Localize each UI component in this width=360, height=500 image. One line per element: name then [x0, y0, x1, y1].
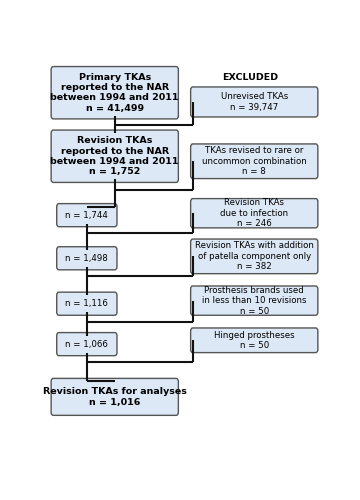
Text: Revision TKAs with addition
of patella component only
n = 382: Revision TKAs with addition of patella c…	[195, 242, 314, 271]
Text: n = 1,066: n = 1,066	[66, 340, 108, 348]
Text: Revision TKAs for analyses
n = 1,016: Revision TKAs for analyses n = 1,016	[43, 387, 187, 406]
FancyBboxPatch shape	[191, 198, 318, 228]
FancyBboxPatch shape	[51, 66, 178, 119]
Text: Hinged prostheses
n = 50: Hinged prostheses n = 50	[214, 330, 294, 350]
FancyBboxPatch shape	[191, 87, 318, 117]
FancyBboxPatch shape	[191, 239, 318, 274]
FancyBboxPatch shape	[51, 130, 178, 182]
FancyBboxPatch shape	[191, 328, 318, 352]
Text: Unrevised TKAs
n = 39,747: Unrevised TKAs n = 39,747	[221, 92, 288, 112]
Text: n = 1,116: n = 1,116	[66, 299, 108, 308]
FancyBboxPatch shape	[57, 246, 117, 270]
Text: EXCLUDED: EXCLUDED	[222, 73, 278, 82]
FancyBboxPatch shape	[57, 332, 117, 355]
Text: Prosthesis brands used
in less than 10 revisions
n = 50: Prosthesis brands used in less than 10 r…	[202, 286, 306, 316]
Text: Primary TKAs
reported to the NAR
between 1994 and 2011
n = 41,499: Primary TKAs reported to the NAR between…	[50, 72, 179, 113]
FancyBboxPatch shape	[57, 204, 117, 227]
Text: n = 1,498: n = 1,498	[66, 254, 108, 263]
Text: TKAs revised to rare or
uncommon combination
n = 8: TKAs revised to rare or uncommon combina…	[202, 146, 307, 176]
FancyBboxPatch shape	[191, 144, 318, 178]
FancyBboxPatch shape	[51, 378, 178, 416]
Text: Revision TKAs
reported to the NAR
between 1994 and 2011
n = 1,752: Revision TKAs reported to the NAR betwee…	[50, 136, 179, 176]
FancyBboxPatch shape	[191, 286, 318, 316]
Text: Revision TKAs
due to infection
n = 246: Revision TKAs due to infection n = 246	[220, 198, 288, 228]
Text: n = 1,744: n = 1,744	[66, 210, 108, 220]
FancyBboxPatch shape	[57, 292, 117, 316]
